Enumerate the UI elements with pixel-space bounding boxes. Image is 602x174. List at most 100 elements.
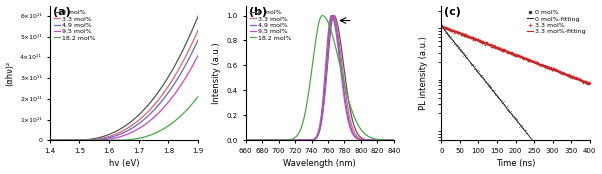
3.3 mol% (474, 39, 484, 42)
3.3 mol% (442, 26, 452, 29)
3.3 mol% (499, 49, 509, 52)
3.3 mol% (485, 43, 494, 46)
0 mol% (444, 34, 454, 37)
0 mol% (479, 78, 489, 81)
3.3 mol% (548, 68, 558, 71)
0 mol% (473, 70, 483, 73)
3.3 mol% (440, 26, 450, 29)
3.3 mol% (449, 29, 459, 32)
3.3 mol% (512, 52, 522, 55)
3.3 mol% (439, 26, 449, 29)
3.3 mol% (515, 53, 524, 56)
3.3 mol% (471, 38, 480, 41)
0 mol% (452, 44, 462, 47)
3.3 mol%-fitting (508, 52, 515, 54)
3.3 mol% (511, 54, 521, 57)
3.3 mol% (449, 29, 459, 31)
3.3 mol% (516, 55, 526, 58)
3.3 mol% (487, 44, 497, 46)
0 mol% (518, 127, 528, 130)
0 mol% (451, 45, 461, 47)
3.3 mol% (495, 47, 504, 50)
3.3 mol% (539, 64, 548, 67)
Line: 3.3 mol%: 3.3 mol% (50, 30, 198, 140)
0 mol% (498, 101, 507, 104)
3.3 mol% (571, 77, 580, 79)
3.3 mol% (453, 31, 462, 34)
3.3 mol% (555, 71, 565, 74)
3.3 mol% (536, 63, 545, 66)
0 mol% (506, 112, 515, 115)
9.5 mol% (358, 139, 365, 141)
3.3 mol% (553, 69, 563, 72)
3.3 mol% (439, 26, 448, 29)
3.3 mol% (521, 57, 530, 60)
3.3 mol% (467, 36, 477, 39)
0 mol% (463, 57, 473, 60)
0 mol% (162, 80, 169, 82)
3.3 mol% (514, 55, 523, 58)
9.5 mol% (61, 139, 69, 141)
3.3 mol% (548, 68, 557, 71)
0 mol% (444, 35, 454, 38)
9.5 mol% (106, 138, 113, 140)
3.3 mol% (473, 38, 483, 41)
3.3 mol% (516, 54, 526, 57)
3.3 mol% (458, 33, 467, 35)
0 mol% (467, 63, 476, 65)
3.3 mol% (476, 41, 486, 44)
3.3 mol% (494, 46, 503, 49)
3.3 mol% (506, 51, 516, 54)
3.3 mol% (440, 26, 450, 29)
3.3 mol% (522, 58, 532, 61)
3.3 mol% (444, 27, 453, 30)
4.9 mol% (344, 113, 351, 115)
3.3 mol% (452, 30, 462, 33)
0 mol% (448, 40, 458, 42)
3.3 mol% (462, 35, 472, 38)
0 mol% (505, 110, 515, 113)
3.3 mol% (510, 54, 520, 57)
3.3 mol% (565, 75, 574, 77)
0 mol% (442, 33, 452, 36)
3.3 mol% (505, 52, 515, 55)
0 mol% (495, 98, 505, 101)
0 mol% (495, 98, 504, 101)
3.3 mol% (550, 67, 559, 70)
3.3 mol% (526, 59, 535, 62)
0 mol% (482, 81, 492, 84)
3.3 mol% (492, 46, 501, 49)
0 mol% (488, 89, 498, 92)
3.3 mol% (507, 52, 517, 54)
3.3 mol% (517, 55, 527, 58)
3.3 mol% (532, 62, 541, 65)
3.3 mol% (493, 47, 503, 50)
0 mol% (495, 98, 504, 101)
3.3 mol% (529, 61, 539, 64)
0 mol% (493, 96, 503, 99)
0 mol% (463, 58, 473, 61)
0 mol% (450, 41, 460, 44)
0 mol% (458, 50, 467, 53)
3.3 mol% (560, 72, 570, 75)
3.3 mol% (482, 43, 492, 46)
3.3 mol% (467, 37, 476, 40)
0 mol% (461, 55, 470, 57)
0 mol% (501, 106, 511, 109)
0 mol% (453, 46, 463, 49)
3.3 mol% (446, 28, 456, 31)
0 mol% (467, 64, 477, 66)
0 mol% (448, 40, 458, 43)
0 mol% (440, 29, 450, 32)
Text: (b): (b) (249, 7, 267, 17)
3.3 mol% (447, 29, 457, 32)
0 mol% (437, 25, 447, 27)
3.3 mol% (460, 35, 470, 37)
3.3 mol% (498, 50, 508, 53)
0 mol% (485, 84, 494, 87)
0 mol% (468, 64, 478, 67)
3.3 mol% (576, 80, 586, 82)
0 mol% (452, 43, 461, 46)
3.3 mol% (476, 40, 486, 43)
3.3 mol% (564, 74, 574, 77)
